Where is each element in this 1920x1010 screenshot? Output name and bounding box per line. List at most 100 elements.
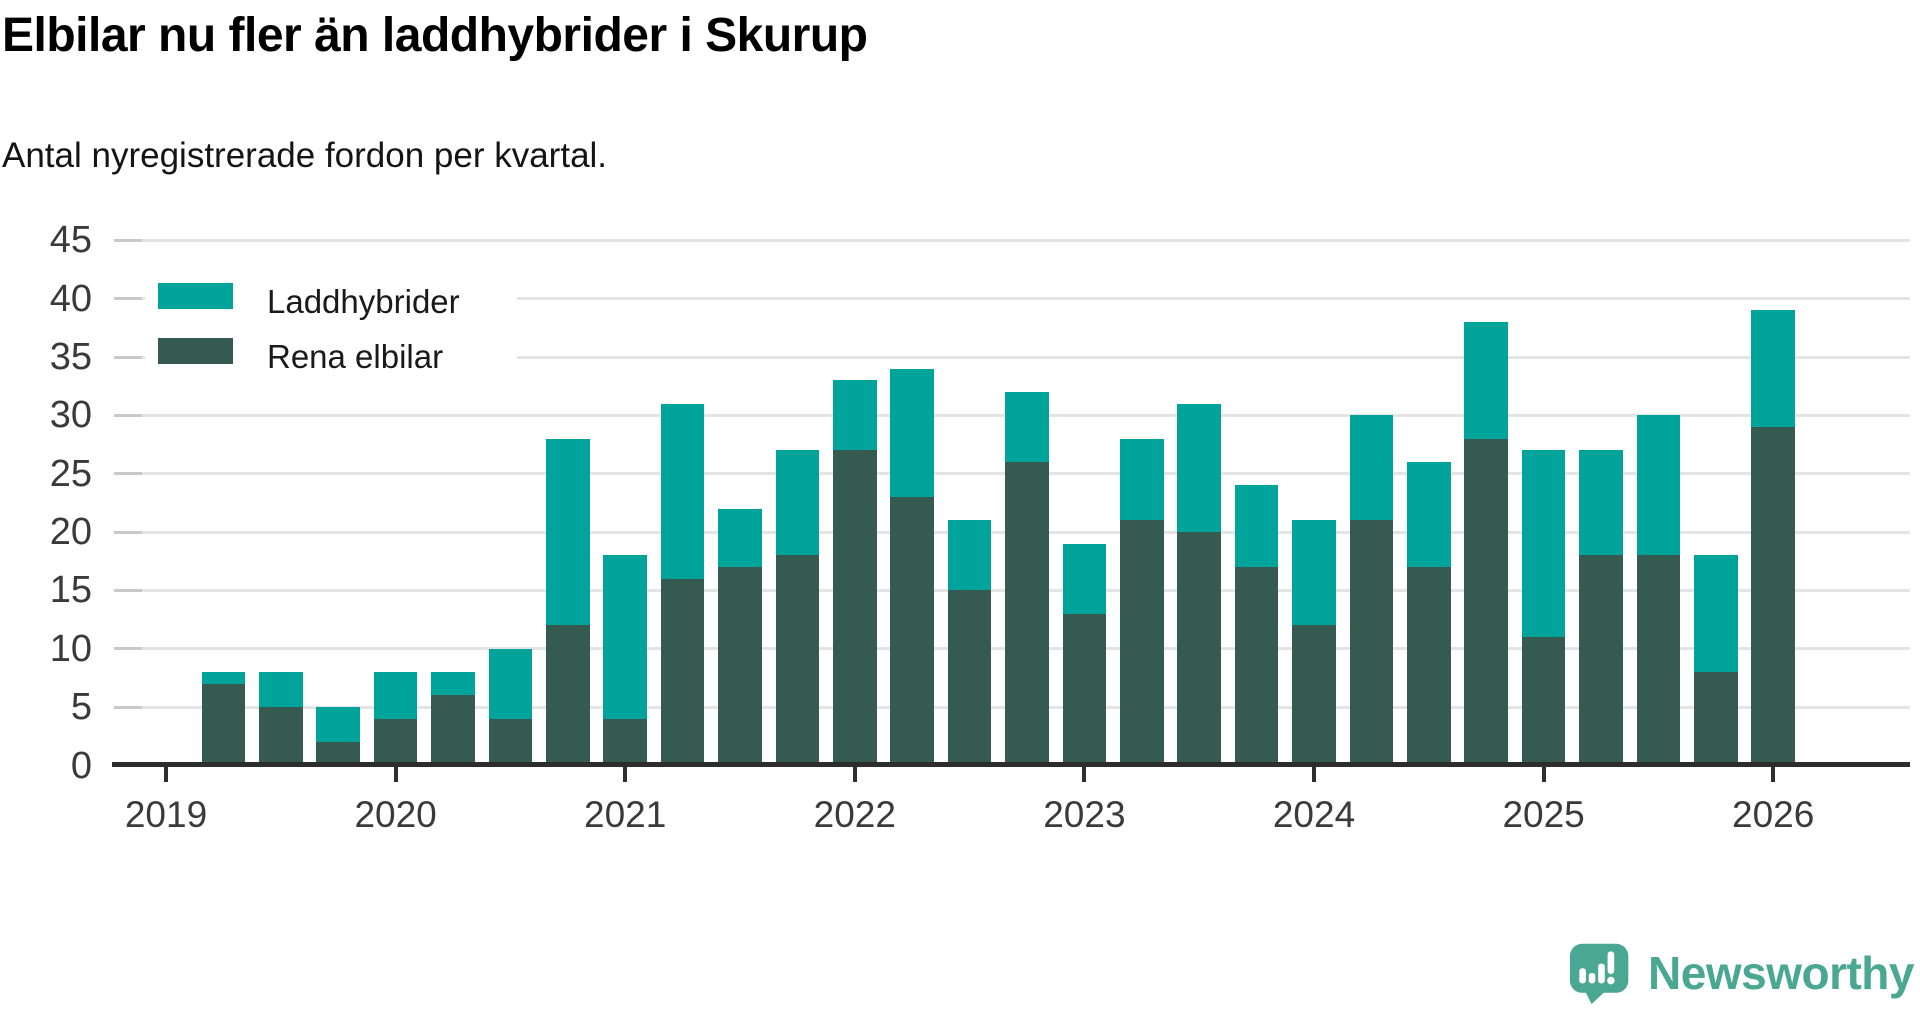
bar-2019-Q2-rena-elbilar	[201, 683, 246, 766]
x-axis-tick-2019	[164, 767, 168, 782]
bar-2020-Q1-rena-elbilar	[373, 718, 418, 766]
bar-2024-Q4-laddhybrider	[1464, 322, 1508, 439]
y-axis-label-30: 30	[49, 394, 92, 437]
bar-2023-Q3-rena-elbilar	[1177, 532, 1221, 766]
x-axis-tick-2021	[623, 767, 628, 782]
bar-2023-Q2-rena-elbilar	[1120, 520, 1164, 766]
y-axis-label-45: 45	[49, 219, 92, 262]
bar-2021-Q2-laddhybrider	[660, 403, 705, 579]
bar-2023-Q4-laddhybrider	[1234, 485, 1279, 568]
bar-2021-Q3-rena-elbilar	[718, 567, 762, 766]
bar-2021-Q4-laddhybrider	[775, 450, 820, 556]
axis-tick-y-15	[114, 588, 142, 592]
newsworthy-branding: Newsworthy	[1568, 938, 1914, 1008]
x-axis-tick-2025	[1541, 767, 1546, 782]
bar-2022-Q3-laddhybrider	[947, 520, 992, 591]
x-axis-label-2020: 2020	[354, 794, 437, 835]
bar-2020-Q1-laddhybrider	[373, 672, 418, 719]
y-axis-label-25: 25	[49, 452, 92, 495]
y-axis-label-15: 15	[49, 569, 92, 612]
bar-2023-Q3-laddhybrider	[1177, 403, 1221, 533]
newsworthy-logo-icon	[1569, 943, 1629, 1005]
x-axis-label-2024: 2024	[1272, 794, 1356, 835]
y-axis-label-20: 20	[49, 511, 92, 554]
x-axis-label-2025: 2025	[1502, 794, 1585, 835]
bar-2023-Q1-laddhybrider	[1062, 543, 1107, 614]
chart-title: Elbilar nu fler än laddhybrider i Skurup	[2, 9, 868, 62]
bar-2019-Q3-rena-elbilar	[259, 707, 303, 766]
bar-2024-Q3-laddhybrider	[1407, 462, 1451, 568]
axis-tick-y-45	[114, 238, 142, 242]
bar-2025-Q1-rena-elbilar	[1521, 637, 1566, 766]
x-axis-tick-2026	[1771, 767, 1776, 782]
axis-tick-y-20	[114, 530, 142, 534]
bar-2021-Q4-rena-elbilar	[775, 555, 820, 766]
bar-2025-Q1-laddhybrider	[1521, 450, 1566, 638]
y-axis-label-5: 5	[70, 686, 92, 729]
axis-tick-y-40	[114, 297, 142, 301]
bar-2022-Q1-laddhybrider	[833, 380, 877, 451]
x-axis-label-2022: 2022	[813, 794, 896, 835]
x-axis-tick-2023	[1082, 767, 1087, 782]
gridline-40	[114, 297, 1910, 301]
bar-2023-Q1-rena-elbilar	[1062, 613, 1107, 766]
bar-2021-Q1-laddhybrider	[603, 555, 647, 719]
bar-2023-Q4-rena-elbilar	[1234, 567, 1279, 766]
bar-2025-Q3-rena-elbilar	[1636, 555, 1681, 766]
bar-2022-Q3-rena-elbilar	[947, 590, 992, 766]
legend-swatch-rena-elbilar	[158, 338, 233, 364]
bar-2024-Q1-laddhybrider	[1292, 520, 1336, 626]
legend-swatch-laddhybrider	[158, 283, 233, 309]
bar-2025-Q2-laddhybrider	[1579, 450, 1623, 556]
legend: Laddhybrider Rena elbilar	[145, 272, 517, 378]
bar-2021-Q1-rena-elbilar	[603, 718, 647, 766]
bar-2024-Q2-rena-elbilar	[1349, 520, 1394, 766]
axis-tick-y-25	[114, 472, 142, 476]
bar-2022-Q4-rena-elbilar	[1005, 462, 1049, 766]
bar-2021-Q2-rena-elbilar	[660, 578, 705, 766]
bar-2022-Q1-rena-elbilar	[833, 450, 877, 766]
bar-2025-Q3-laddhybrider	[1636, 415, 1681, 556]
bar-2024-Q1-rena-elbilar	[1292, 625, 1336, 766]
bar-2019-Q4-laddhybrider	[316, 707, 360, 743]
bar-2022-Q2-laddhybrider	[890, 368, 934, 498]
axis-tick-y-35	[114, 355, 142, 359]
gridline-45	[114, 238, 1910, 242]
bar-2020-Q4-rena-elbilar	[546, 625, 590, 766]
bar-2020-Q2-laddhybrider	[431, 672, 475, 696]
y-axis-label-10: 10	[49, 627, 92, 670]
chart-subtitle: Antal nyregistrerade fordon per kvartal.	[2, 136, 608, 175]
y-axis-label-35: 35	[49, 336, 92, 379]
bar-2022-Q2-rena-elbilar	[890, 497, 934, 766]
legend-label-rena-elbilar: Rena elbilar	[267, 338, 444, 375]
bar-2019-Q4-rena-elbilar	[316, 742, 360, 766]
bar-2024-Q4-rena-elbilar	[1464, 438, 1508, 766]
bar-2025-Q2-rena-elbilar	[1579, 555, 1623, 766]
bar-2019-Q2-laddhybrider	[201, 672, 246, 684]
bar-2020-Q3-laddhybrider	[488, 648, 533, 719]
legend-label-laddhybrider: Laddhybrider	[267, 283, 460, 320]
bar-2020-Q4-laddhybrider	[546, 438, 590, 626]
axis-tick-y-30	[114, 413, 142, 417]
axis-tick-y-10	[114, 647, 142, 651]
bar-2026-Q1-rena-elbilar	[1751, 427, 1795, 766]
x-axis-label-2021: 2021	[584, 794, 667, 835]
x-axis-label-2026: 2026	[1732, 794, 1815, 835]
axis-tick-y-5	[114, 705, 142, 709]
y-axis-label-0: 0	[70, 744, 92, 787]
x-axis-label-2023: 2023	[1043, 794, 1126, 835]
bar-2020-Q2-rena-elbilar	[431, 695, 475, 766]
x-axis-tick-2024	[1312, 767, 1316, 782]
x-axis-label-2019: 2019	[124, 794, 208, 835]
bar-2021-Q3-laddhybrider	[718, 508, 762, 568]
bar-2019-Q3-laddhybrider	[259, 672, 303, 708]
x-axis-tick-2020	[393, 767, 398, 782]
bar-2020-Q3-rena-elbilar	[488, 718, 533, 766]
bar-2024-Q3-rena-elbilar	[1407, 567, 1451, 766]
newsworthy-logo-text: Newsworthy	[1648, 947, 1914, 999]
x-axis-tick-2022	[852, 767, 857, 782]
bar-2025-Q4-rena-elbilar	[1694, 672, 1738, 766]
bar-2025-Q4-laddhybrider	[1694, 555, 1738, 673]
bar-2026-Q1-laddhybrider	[1751, 310, 1795, 428]
